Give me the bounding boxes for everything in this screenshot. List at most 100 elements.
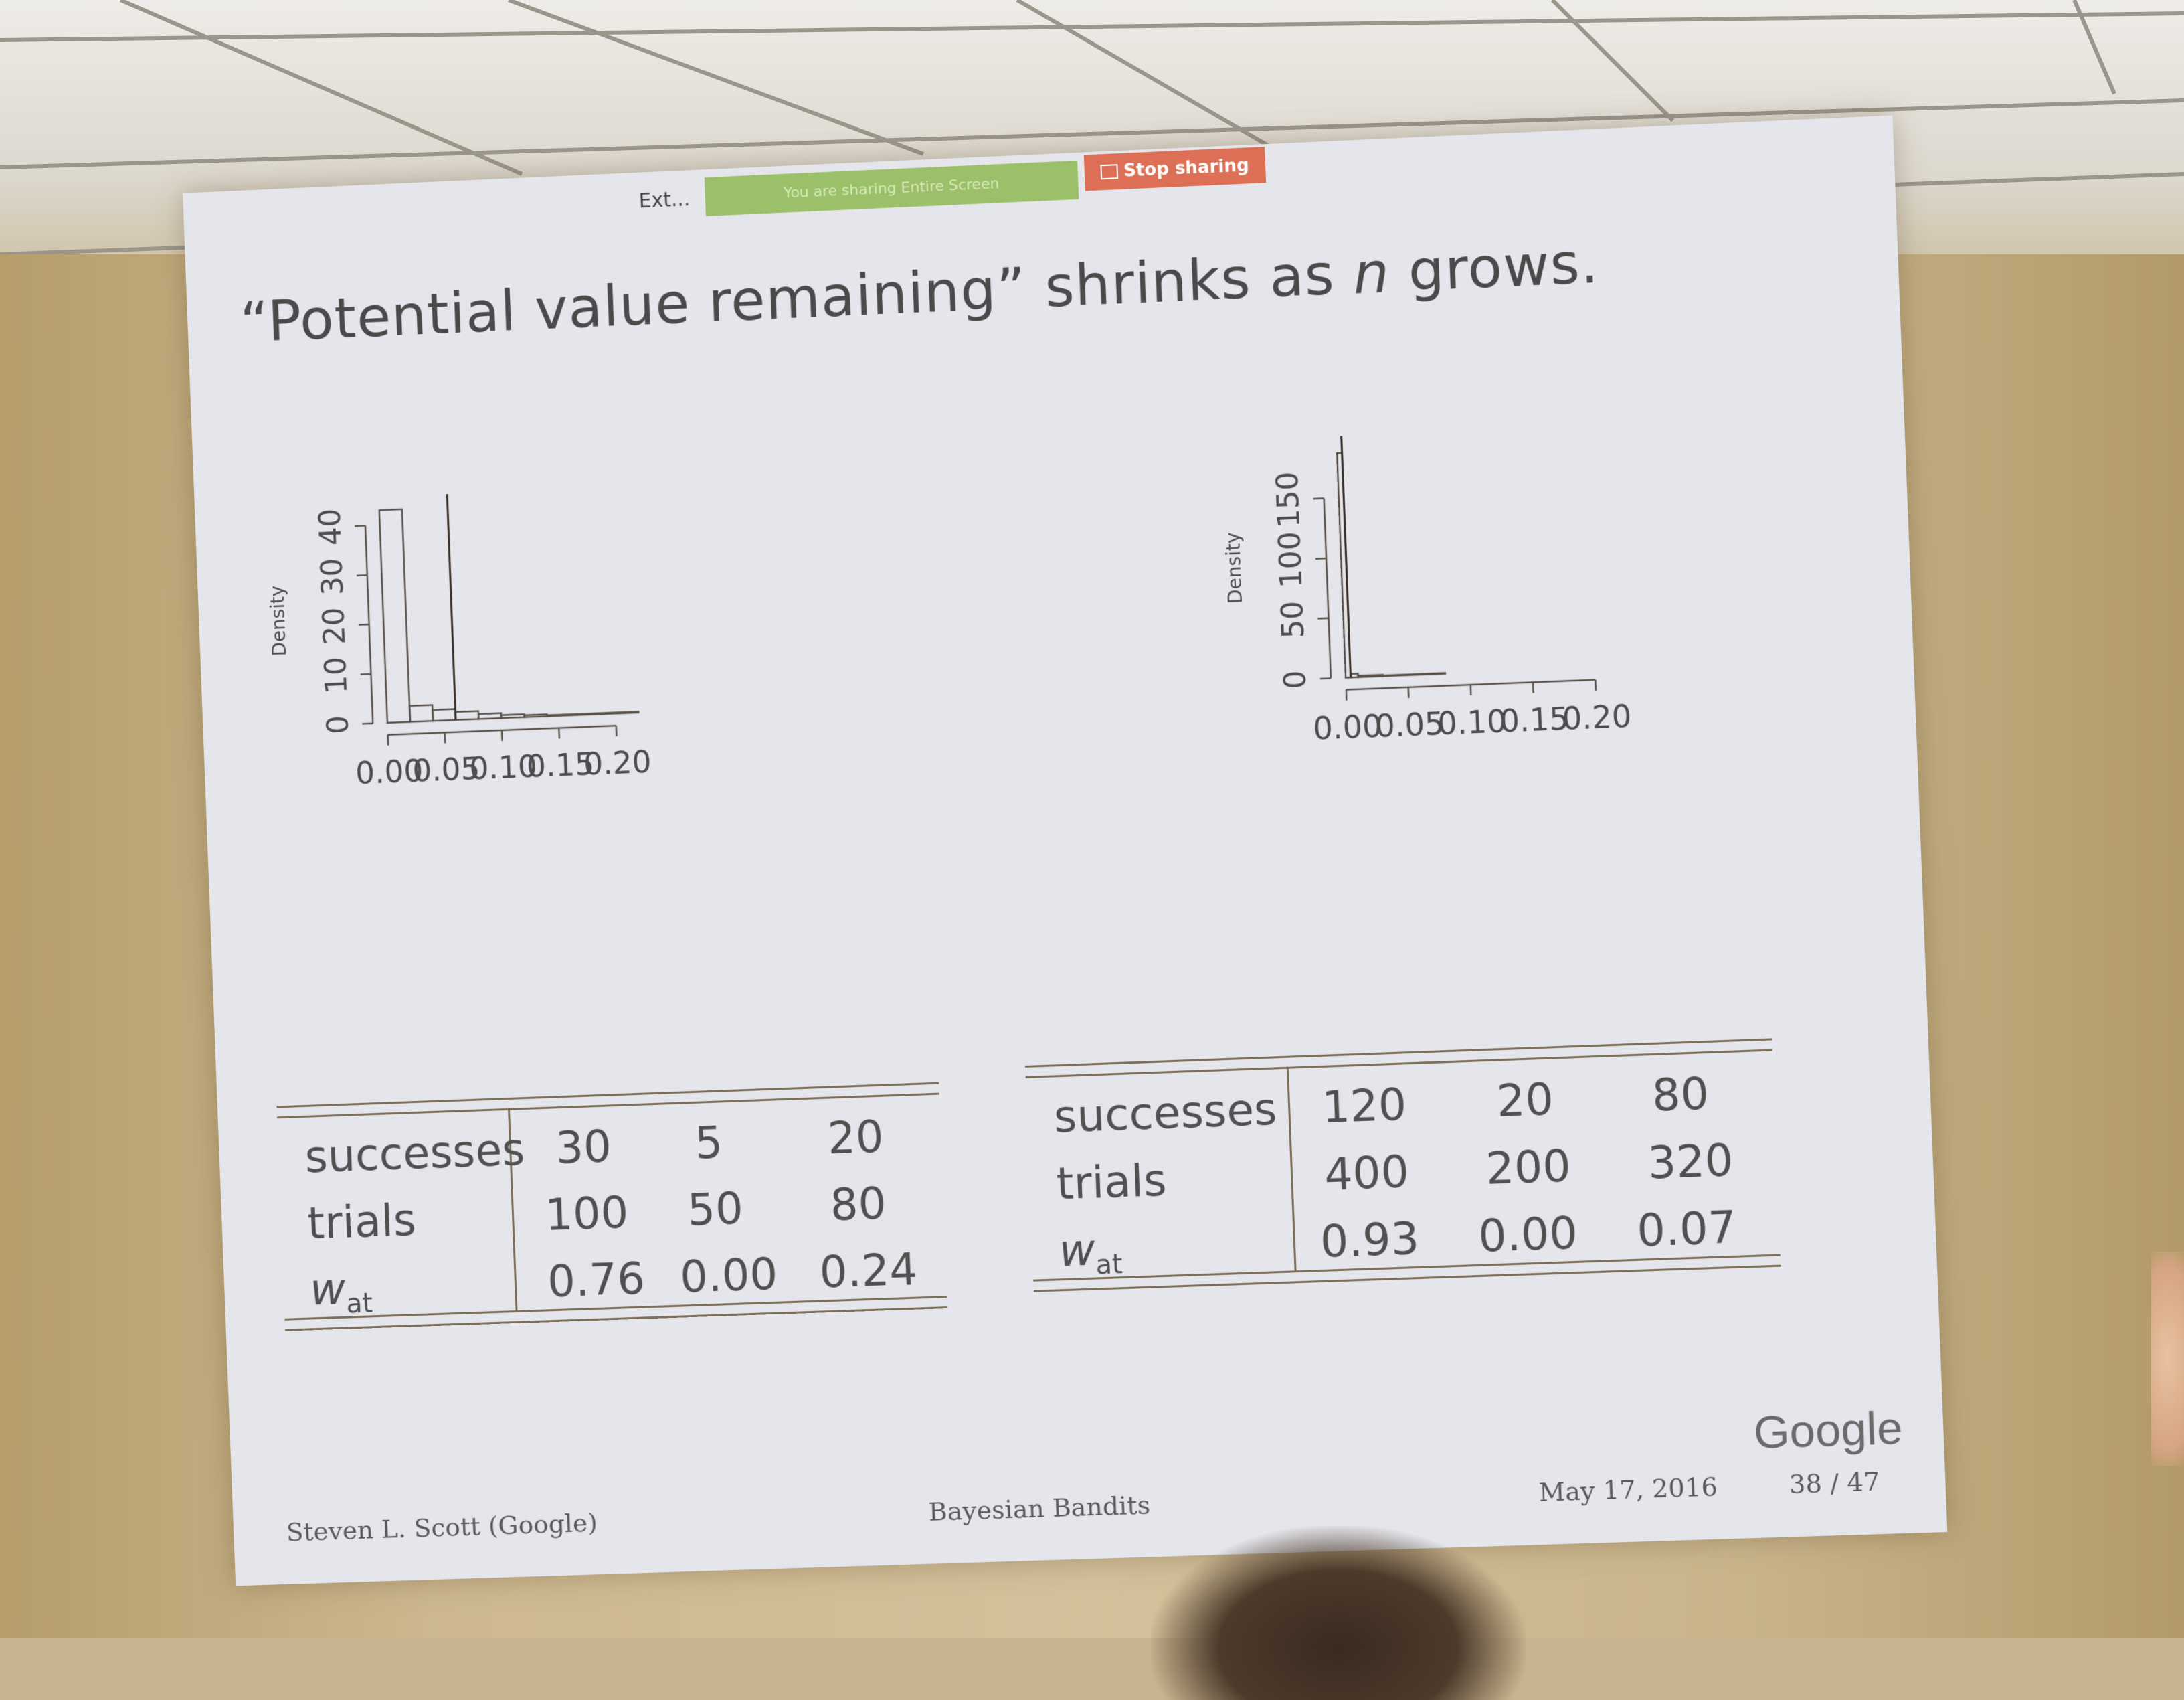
y-tick-label: 10: [318, 656, 354, 695]
x-tick-label: 0.05: [1374, 706, 1445, 744]
cell-successes-2: 5: [694, 1116, 724, 1169]
sharing-notice: You are sharing Entire Screen: [705, 161, 1079, 216]
y-axis-line: [1324, 498, 1331, 678]
x-tick: [1346, 690, 1347, 701]
cell-trials-1: 100: [544, 1187, 630, 1241]
row-label-trials: trials: [306, 1194, 417, 1249]
reference-vline: [447, 494, 456, 720]
y-tick: [1313, 498, 1324, 499]
table-bottom-rule-2: [1034, 1265, 1781, 1292]
histogram-bar: [1383, 673, 1445, 676]
stop-sharing-button[interactable]: Stop sharing: [1084, 147, 1266, 191]
y-axis-label: Density: [266, 585, 291, 657]
cell-weight-3: 0.24: [818, 1244, 918, 1298]
cell-trials-3: 80: [829, 1177, 887, 1231]
right-summary-table: successes 120 20 80 trials 400 200 320 w…: [1025, 1038, 1782, 1319]
y-tick-label: 0: [321, 715, 355, 735]
row-label-successes: successes: [1053, 1083, 1277, 1142]
footer-talk-title: Bayesian Bandits: [928, 1490, 1151, 1527]
x-tick-label: 0.20: [583, 744, 652, 782]
cell-successes-2: 20: [1495, 1074, 1554, 1127]
histogram-bar: [1358, 675, 1383, 677]
x-tick: [1533, 682, 1534, 693]
title-close-quote: ”: [996, 255, 1028, 322]
screen-share-icon: [1101, 164, 1119, 179]
reference-vline: [1342, 436, 1351, 677]
y-tick-label: 0: [1278, 669, 1313, 689]
y-tick-label: 50: [1275, 600, 1311, 639]
cell-successes-3: 80: [1651, 1068, 1710, 1121]
y-tick: [357, 575, 367, 576]
cell-weight-1: 0.76: [547, 1253, 646, 1308]
row-label-weight: wat: [1058, 1223, 1123, 1282]
table-divider: [1287, 1067, 1297, 1271]
stop-sharing-label: Stop sharing: [1123, 155, 1249, 181]
title-phrase: Potential value remaining: [266, 256, 998, 354]
histogram-bar: [456, 711, 479, 720]
y-tick-label: 100: [1273, 531, 1309, 588]
x-tick: [1595, 680, 1596, 691]
x-tick-label: 0.15: [1499, 701, 1570, 740]
cell-weight-2: 0.00: [679, 1248, 779, 1303]
cell-trials-1: 400: [1324, 1146, 1410, 1201]
x-tick: [445, 732, 446, 743]
histogram-bar: [432, 709, 456, 721]
cell-trials-2: 50: [687, 1183, 744, 1236]
right-histogram-svg: 0.000.050.100.150.20 0 50 100150 Density: [961, 412, 1618, 773]
histogram-bar: [478, 713, 501, 719]
x-tick-label: 0.10: [1437, 703, 1507, 742]
title-mid: shrinks as: [1044, 242, 1336, 320]
histogram-bar: [547, 711, 638, 716]
y-axis-label: Density: [1222, 532, 1247, 604]
cell-weight-3: 0.07: [1636, 1201, 1738, 1257]
y-tick: [355, 525, 365, 526]
row-label-trials: trials: [1055, 1155, 1167, 1210]
cell-weight-1: 0.93: [1320, 1213, 1421, 1268]
y-tick: [359, 624, 369, 625]
y-tick: [1320, 678, 1331, 679]
table-bottom-rule-2: [285, 1306, 947, 1331]
x-tick-label: 0.20: [1562, 699, 1632, 738]
y-tick: [1317, 618, 1328, 619]
row-label-successes: successes: [304, 1124, 525, 1183]
cell-trials-3: 320: [1647, 1134, 1734, 1189]
y-tick: [361, 674, 371, 675]
x-tick: [388, 735, 389, 746]
weight-subscript: at: [345, 1288, 373, 1320]
slide-title: “Potential value remaining” shrinks as n…: [239, 230, 1600, 355]
y-tick-label: 20: [317, 606, 353, 645]
histogram-bar: [379, 509, 410, 723]
histogram-bar: [524, 714, 547, 717]
y-tick-label: 30: [315, 558, 351, 596]
left-histogram-svg: 0.000.050.100.150.20010203040Density: [221, 483, 867, 815]
title-end: grows.: [1407, 230, 1601, 304]
cell-trials-2: 200: [1485, 1140, 1572, 1195]
presenter-hand: [2151, 1252, 2184, 1466]
cell-successes-1: 30: [555, 1120, 612, 1174]
google-logo: Google: [1752, 1401, 1903, 1459]
x-tick: [1408, 687, 1409, 698]
footer-author: Steven L. Scott (Google): [286, 1508, 598, 1547]
weight-subscript: at: [1095, 1249, 1123, 1280]
histogram-bar: [501, 714, 524, 718]
sharing-notice-text: You are sharing Entire Screen: [784, 175, 1000, 202]
cell-weight-2: 0.00: [1477, 1207, 1578, 1262]
left-summary-table: successes 30 5 20 trials 100 50 80 wat 0…: [276, 1082, 948, 1359]
x-tick-label: 0.00: [1313, 708, 1383, 746]
extension-label: Ext...: [638, 187, 691, 213]
right-plot-group: 0.000.050.100.150.20 0 50 100150 Density: [1218, 424, 1633, 750]
x-tick: [502, 730, 503, 741]
histogram-bar: [410, 705, 433, 722]
projector-screen: Ext... You are sharing Entire Screen Sto…: [183, 115, 1947, 1586]
row-label-weight: wat: [309, 1262, 373, 1321]
weight-symbol: w: [309, 1263, 347, 1315]
histogram-bar: [1350, 673, 1358, 677]
left-histogram: 0.00 0.05 0.10 0.15 0.20 0 10 20 30 40 Density: [221, 483, 867, 818]
y-tick-label: 40: [313, 508, 349, 547]
cell-successes-1: 120: [1321, 1078, 1408, 1133]
right-histogram: 0.00 0.05 0.10 0.15 0.20 0 50 100 150 Density: [961, 412, 1619, 776]
footer-page-number: 38 / 47: [1789, 1466, 1880, 1499]
y-tick-label: 150: [1271, 471, 1307, 529]
y-tick: [1315, 558, 1326, 559]
x-tick: [616, 726, 617, 736]
